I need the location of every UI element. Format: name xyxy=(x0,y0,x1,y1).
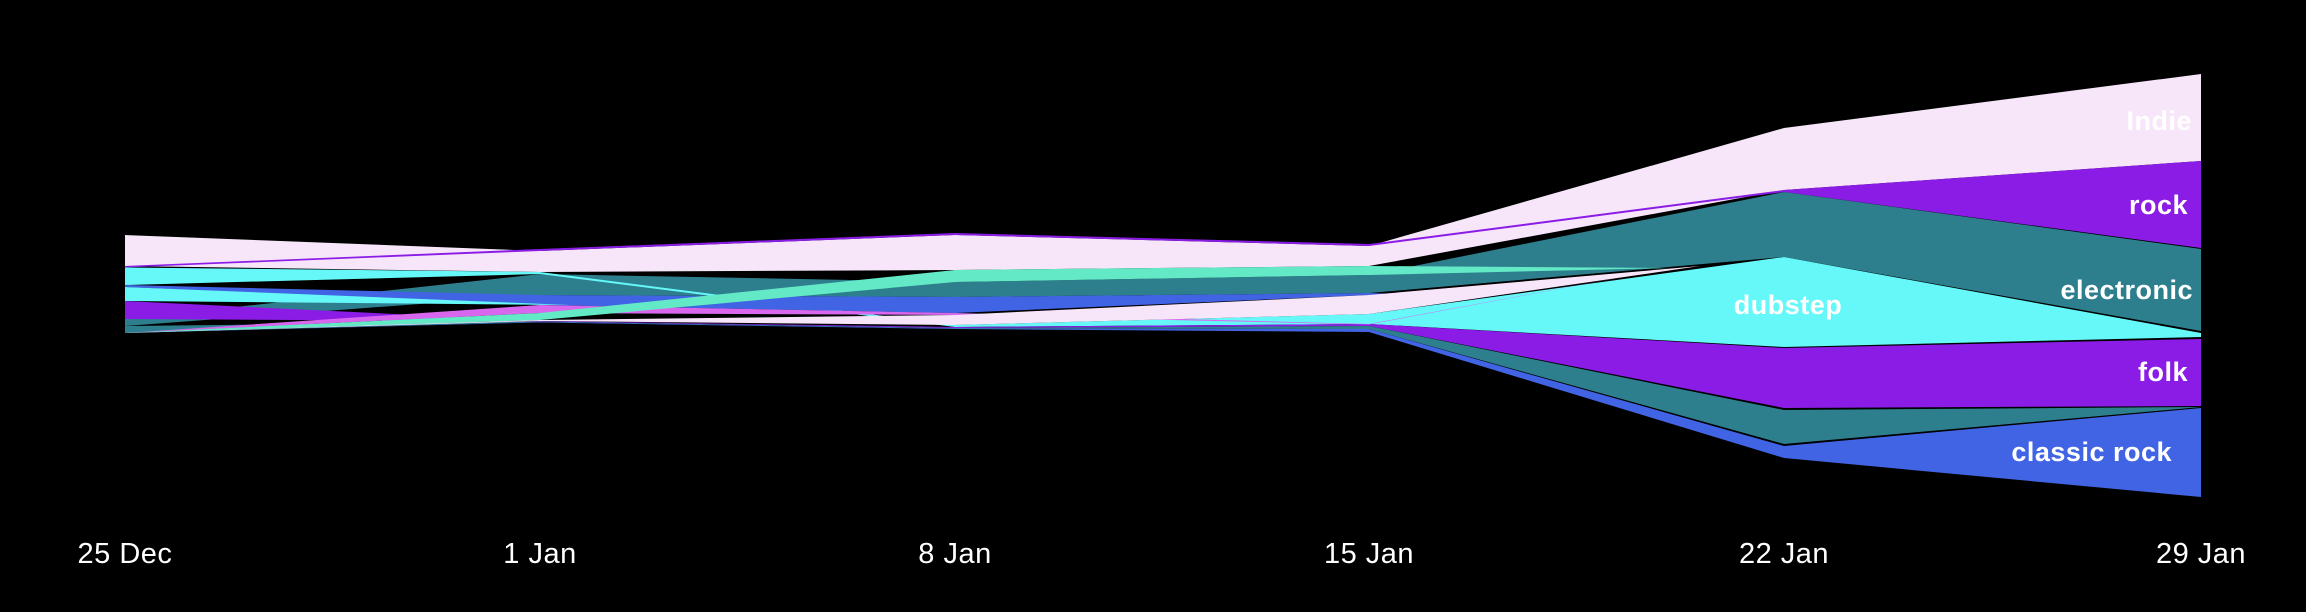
series-ribbon-indie[interactable] xyxy=(125,74,2201,272)
series-label-rock: rock xyxy=(2129,190,2189,220)
series-labels-group: Indie rock electronic dubstep folk classic ro… xyxy=(1734,106,2193,467)
series-label-dubstep: dubstep xyxy=(1734,290,1843,320)
series-ribbon-electronic[interactable] xyxy=(125,192,2201,331)
series-ribbon-aqua-thread[interactable] xyxy=(125,266,1670,333)
x-axis-tick-1-jan: 1 Jan xyxy=(503,538,576,570)
series-label-electronic: electronic xyxy=(2060,275,2193,305)
ribbons-group xyxy=(125,74,2201,497)
series-ribbon-folk[interactable] xyxy=(125,301,2201,408)
series-label-folk: folk xyxy=(2138,357,2188,387)
x-axis-tick-22-jan: 22 Jan xyxy=(1739,538,1829,570)
series-ribbon-pale-thread[interactable] xyxy=(125,266,1700,333)
x-axis-tick-29-jan: 29 Jan xyxy=(2156,538,2246,570)
series-ribbon-blue-thread[interactable] xyxy=(125,285,1430,313)
series-ribbon-cyan-thread[interactable] xyxy=(125,287,570,305)
series-ribbon-teal-wedge[interactable] xyxy=(125,321,2201,445)
series-ribbon-dubstep[interactable] xyxy=(125,257,2201,347)
series-label-classic-rock: classic rock xyxy=(2011,437,2172,467)
series-label-indie: Indie xyxy=(2126,106,2192,136)
x-axis-tick-8-jan: 8 Jan xyxy=(918,538,991,570)
x-axis-tick-25-dec: 25 Dec xyxy=(78,538,173,570)
x-axis: 25 Dec 1 Jan 8 Jan 15 Jan 22 Jan 29 Jan xyxy=(78,538,2246,570)
x-axis-tick-15-jan: 15 Jan xyxy=(1324,538,1414,570)
